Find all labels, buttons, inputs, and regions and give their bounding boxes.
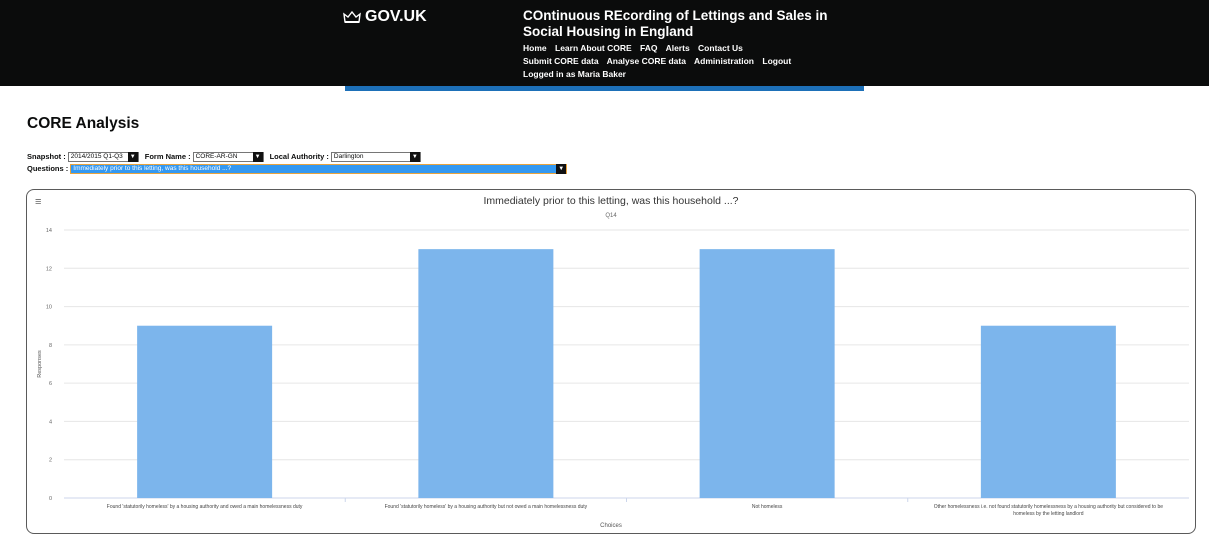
snapshot-select[interactable]: 2014/2015 Q1-Q3 ▼ xyxy=(67,151,139,162)
nav-row-2: Submit CORE data Analyse CORE data Admin… xyxy=(523,55,863,68)
x-tick-label: Not homeless xyxy=(752,504,783,510)
form-name-value: CORE-AR-GN xyxy=(195,153,238,160)
nav-administration[interactable]: Administration xyxy=(694,56,755,66)
snapshot-label: Snapshot : xyxy=(27,152,66,161)
filter-panel: Snapshot : 2014/2015 Q1-Q3 ▼ Form Name :… xyxy=(27,151,573,175)
nav-faq[interactable]: FAQ xyxy=(640,43,658,53)
form-name-select[interactable]: CORE-AR-GN ▼ xyxy=(192,151,264,162)
hamburger-menu-icon[interactable]: ≡ xyxy=(35,196,42,208)
local-authority-value: Darlington xyxy=(333,153,364,160)
chart-title: Immediately prior to this letting, was t… xyxy=(483,195,738,207)
chevron-down-icon: ▼ xyxy=(556,163,567,174)
chart-subtitle: Q14 xyxy=(605,213,617,219)
user-status: Logged in as Maria Baker xyxy=(523,69,626,79)
nav-analyse-core-data[interactable]: Analyse CORE data xyxy=(606,56,686,66)
header-accent-bar xyxy=(345,86,864,91)
y-tick-label: 6 xyxy=(49,381,52,387)
page-title: CORE Analysis xyxy=(27,115,140,132)
questions-label: Questions : xyxy=(27,164,69,173)
form-name-label: Form Name : xyxy=(144,152,191,161)
bar-3 xyxy=(699,249,835,498)
y-tick-label: 14 xyxy=(46,228,52,234)
snapshot-value: 2014/2015 Q1-Q3 xyxy=(70,153,123,160)
nav-row-1: Home Learn About CORE FAQ Alerts Contact… xyxy=(523,42,863,55)
questions-value: Immediately prior to this letting, was t… xyxy=(73,165,232,172)
x-tick-label: Found 'statutorily homeless' by a housin… xyxy=(107,504,303,510)
govuk-logo[interactable]: GOV.UK xyxy=(343,8,427,26)
site-header: GOV.UK COntinuous REcording of Lettings … xyxy=(0,0,1209,86)
service-block: COntinuous REcording of Lettings and Sal… xyxy=(523,8,863,81)
bar-1 xyxy=(137,325,273,498)
crown-icon xyxy=(343,10,361,23)
y-tick-label: 8 xyxy=(49,343,52,349)
y-tick-label: 0 xyxy=(49,496,52,502)
bar-chart: Immediately prior to this letting, was t… xyxy=(37,195,1189,529)
nav-contact-us[interactable]: Contact Us xyxy=(698,43,743,53)
nav-home[interactable]: Home xyxy=(523,43,547,53)
nav-alerts[interactable]: Alerts xyxy=(665,43,690,53)
service-title[interactable]: COntinuous REcording of Lettings and Sal… xyxy=(523,8,828,39)
x-axis-title: Choices xyxy=(600,523,622,529)
chart-container: ≡ Immediately prior to this letting, was… xyxy=(26,189,1196,534)
nav-logout[interactable]: Logout xyxy=(762,56,792,66)
bar-2 xyxy=(418,249,554,498)
bar-4 xyxy=(980,325,1116,498)
chevron-down-icon: ▼ xyxy=(409,151,420,162)
nav-learn-about-core[interactable]: Learn About CORE xyxy=(555,43,632,53)
x-tick-label: Found 'statutorily homeless' by a housin… xyxy=(385,504,588,510)
chevron-down-icon: ▼ xyxy=(252,151,263,162)
y-tick-label: 2 xyxy=(49,458,52,464)
questions-select[interactable]: Immediately prior to this letting, was t… xyxy=(70,163,568,174)
chevron-down-icon: ▼ xyxy=(127,151,138,162)
nav-submit-core-data[interactable]: Submit CORE data xyxy=(523,56,599,66)
x-tick-label: Other homelessness i.e. not found statut… xyxy=(934,504,1164,517)
local-authority-label: Local Authority : xyxy=(269,152,329,161)
y-tick-label: 4 xyxy=(49,419,52,425)
y-tick-label: 12 xyxy=(46,266,52,272)
y-axis-title: Responses xyxy=(37,350,43,378)
y-tick-label: 10 xyxy=(46,305,52,311)
local-authority-select[interactable]: Darlington ▼ xyxy=(330,151,421,162)
logo-text: GOV.UK xyxy=(365,8,427,25)
